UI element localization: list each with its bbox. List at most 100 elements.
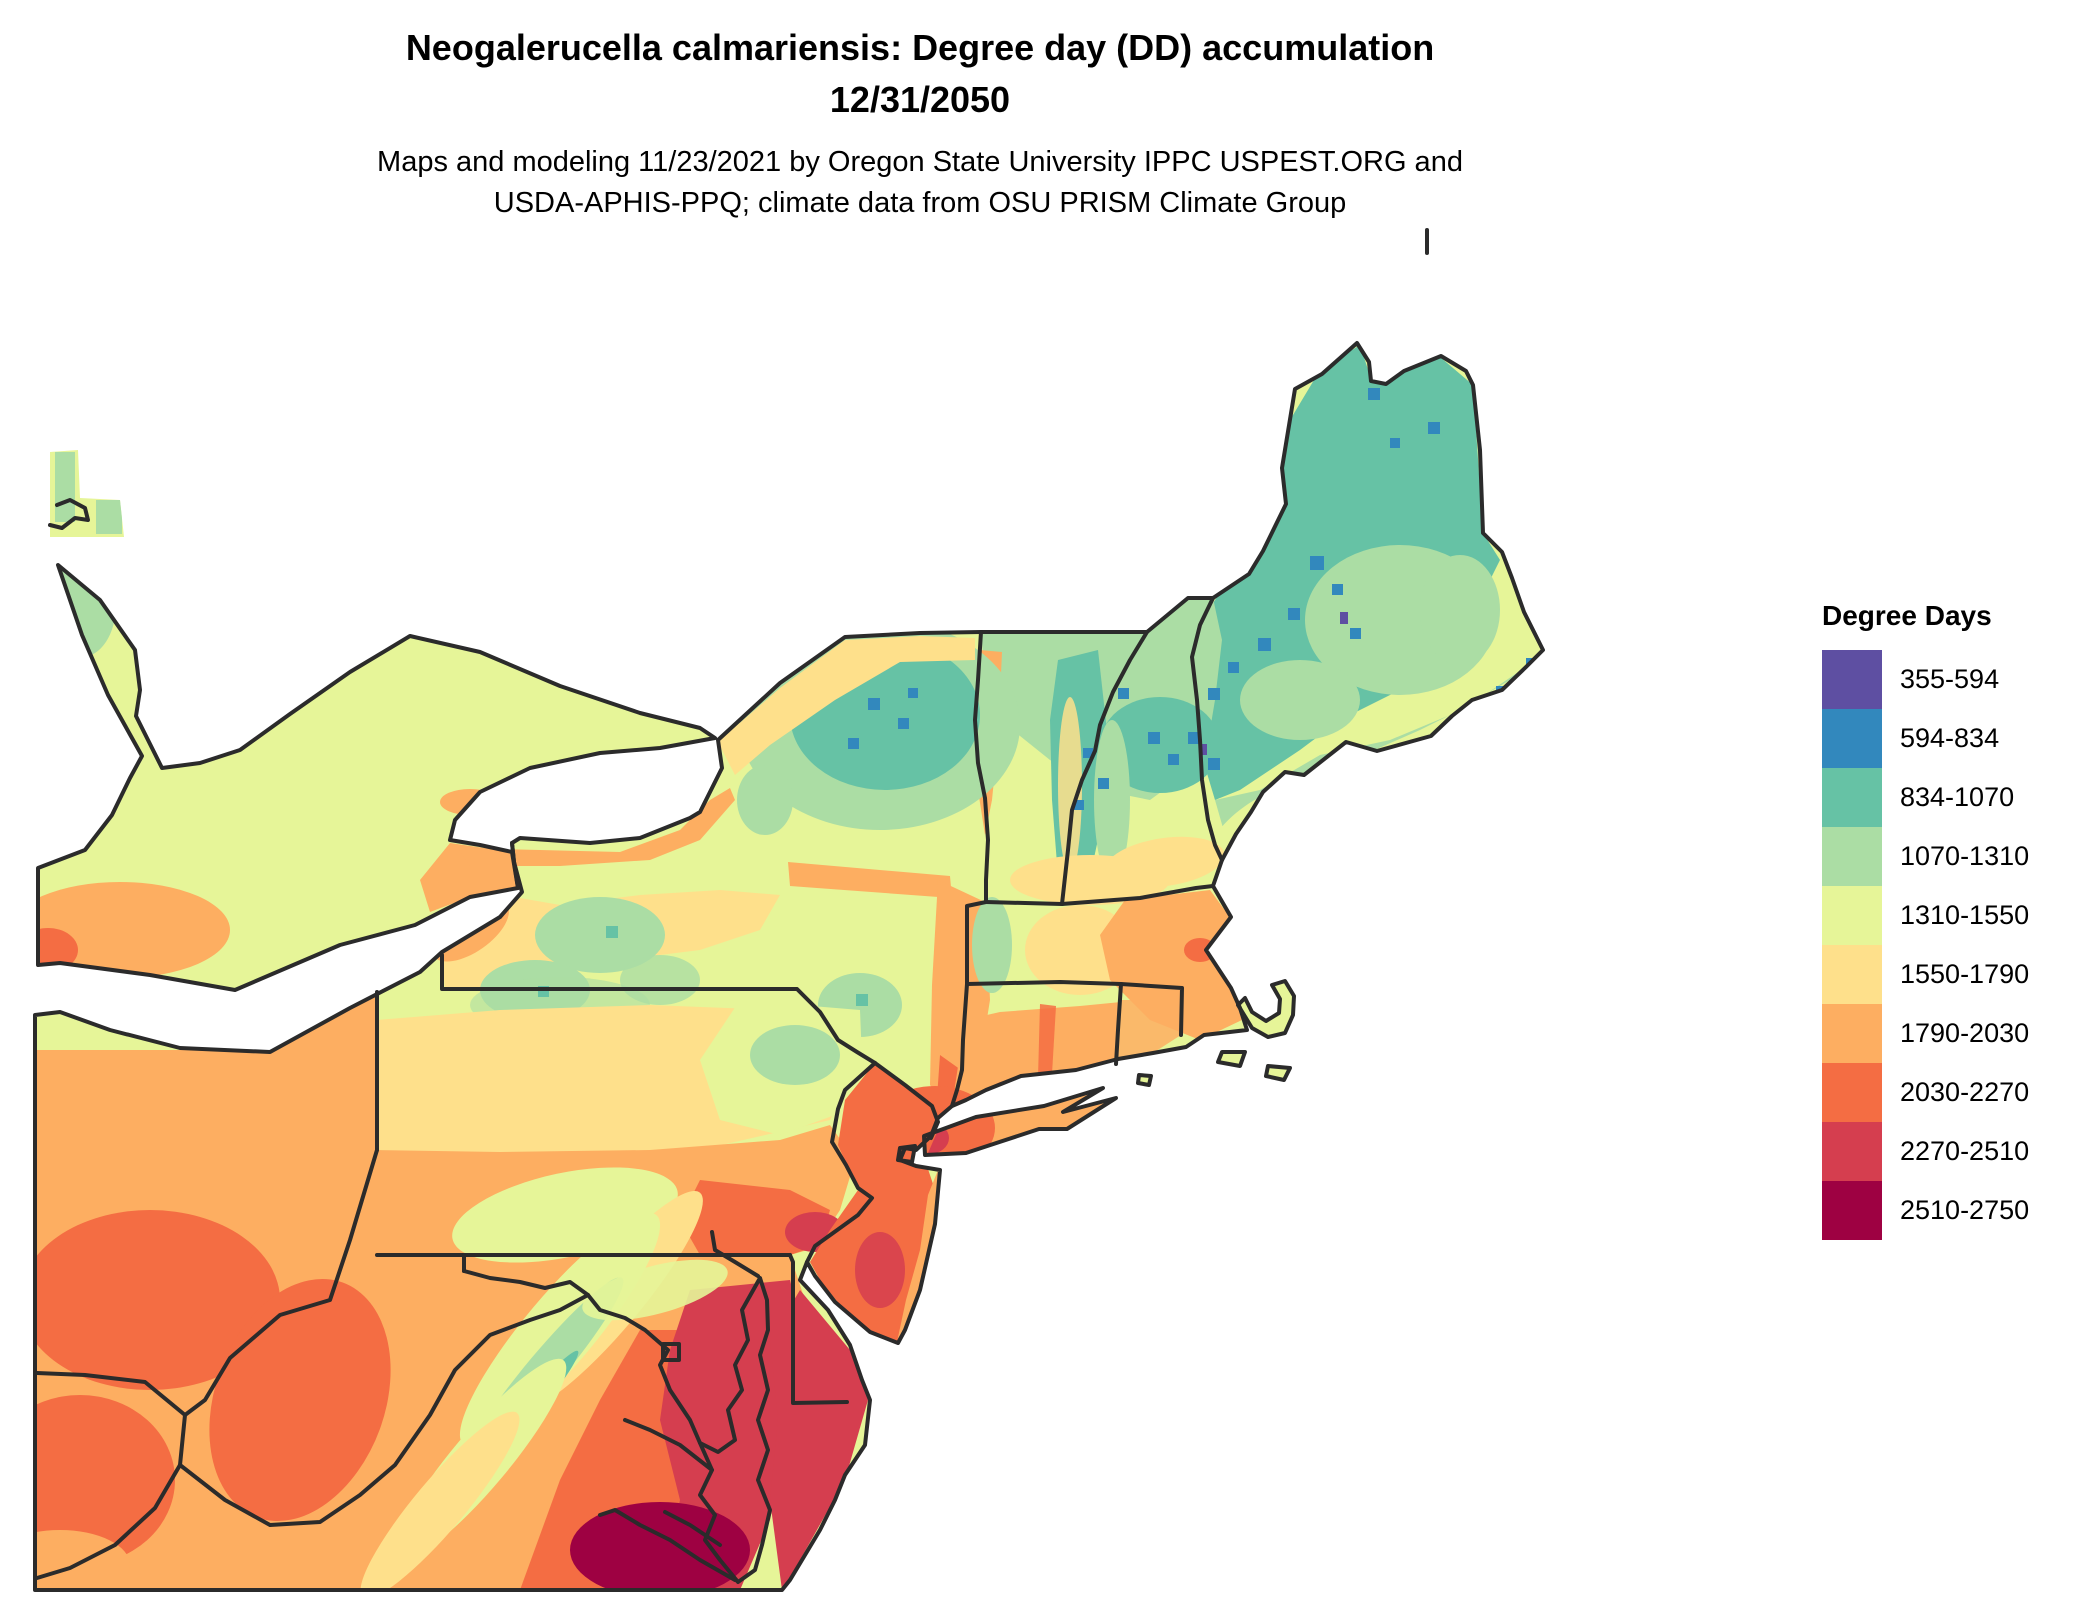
legend-swatch-2510-2750: [1822, 1181, 1882, 1240]
zone-wv-red: [209, 1278, 391, 1522]
legend-row: 355-594: [1822, 650, 2082, 709]
legend-row: 2030-2270: [1822, 1063, 2082, 1122]
coastline-cape-cod: [1236, 979, 1296, 1039]
border-delaware: [788, 1253, 849, 1405]
legend-row: 834-1070: [1822, 768, 2082, 827]
legend-row: 2510-2750: [1822, 1181, 2082, 1240]
zone-ct-valley-red: [1038, 1004, 1056, 1078]
legend-swatch-1790-2030: [1822, 1004, 1882, 1063]
coastline-marthas-vineyard: [1216, 1050, 1247, 1068]
legend-label: 2270-2510: [1900, 1136, 2030, 1166]
zone-sudbury-green: [55, 452, 122, 534]
state-borders: [35, 228, 1429, 1580]
title-block: Neogalerucella calmariensis: Degree day …: [0, 22, 1840, 224]
york-river: [663, 1510, 722, 1547]
legend-row: 2270-2510: [1822, 1122, 2082, 1181]
ridge-stripe-yellow-2: [360, 1411, 520, 1590]
legend-swatch-594-834: [1822, 709, 1882, 768]
zone-windsor-red: [35, 928, 78, 972]
zone-ohio-red: [35, 1210, 280, 1390]
coastline-long-island: [922, 1086, 1118, 1157]
legend-label: 2510-2750: [1900, 1195, 2030, 1225]
zone-maine-lightgreen-3: [1420, 555, 1500, 665]
zone-south-nj-crimson: [855, 1232, 905, 1308]
zone-poconos-lightgreen: [750, 1025, 840, 1085]
border-north-bay-squiggle: [48, 498, 90, 530]
chesapeake-bay-outline: [698, 1276, 772, 1584]
border-wv-va: [178, 1293, 590, 1527]
zone-st-lawrence-yellow: [718, 636, 975, 775]
zone-nj-coast-orange: [897, 1170, 938, 1342]
legend-swatch-355-594: [1822, 650, 1882, 709]
coastlines: [33, 341, 1545, 1592]
legend-swatch-1310-1550: [1822, 886, 1882, 945]
coastline-block-island: [1136, 1073, 1153, 1087]
border-ny-pa: [440, 953, 877, 1065]
legend-swatch-834-1070: [1822, 768, 1882, 827]
border-nh-ma: [1060, 884, 1215, 906]
border-ny-ma: [965, 900, 988, 986]
water-outlines: [598, 1230, 772, 1584]
legend-label: 594-834: [1900, 723, 2000, 753]
legend-row: 594-834: [1822, 709, 2082, 768]
zone-maine-coast-lightgreen: [1215, 650, 1543, 835]
zone-maine-lightgreen-2: [1240, 660, 1360, 740]
border-ny-ct: [950, 982, 969, 1108]
zone-nj-red: [810, 1063, 938, 1343]
legend-title: Degree Days: [1822, 600, 1992, 631]
coastline-nantucket: [1264, 1064, 1292, 1082]
james-river: [598, 1508, 737, 1582]
zone-md-piedmont-yellowgreen: [582, 1259, 728, 1321]
border-ct-ri: [1114, 982, 1123, 1066]
border-ohio-river: [35, 1148, 379, 1417]
coastline-us-mainland: [33, 341, 1545, 1592]
map-subtitle: Maps and modeling 11/23/2021 by Oregon S…: [0, 142, 1840, 224]
border-vt-nh-connecticut-river: [1060, 630, 1149, 906]
map-title-line1: Neogalerucella calmariensis: Degree day …: [405, 27, 1435, 68]
border-ny-nj: [873, 1061, 940, 1140]
zone-ct-orange: [952, 1002, 1121, 1106]
legend-label: 355-594: [1900, 664, 2000, 694]
zone-green-mountains-fringe: [1094, 720, 1130, 880]
zone-ky-red: [35, 1395, 175, 1565]
legend-row: 1550-1790: [1822, 945, 2082, 1004]
rappahannock-river: [623, 1418, 714, 1472]
legend-row: 1070-1310: [1822, 827, 2082, 886]
legend-label: 1310-1550: [1900, 900, 2030, 930]
zone-white-mountains-teal: [1100, 697, 1220, 793]
border-vt-ma: [984, 900, 1064, 906]
legend-label: 2030-2270: [1900, 1077, 2030, 1107]
zone-ct-river-valley-yellow: [1058, 697, 1082, 873]
legend: Degree Days 355-594 594-834 834-1070 107…: [1822, 600, 2082, 1240]
legend-swatch-1070-1310: [1822, 827, 1882, 886]
zone-mohawk-orange: [788, 862, 952, 898]
zone-berkshires-lightgreen: [972, 897, 1012, 993]
map-title-line2: 12/31/2050: [829, 79, 1011, 120]
legend-swatch-1550-1790: [1822, 945, 1882, 1004]
border-wv-ky-va: [35, 1413, 187, 1580]
coastline-ontario: [36, 563, 717, 992]
legend-swatch-2270-2510: [1822, 1122, 1882, 1181]
legend-label: 1070-1310: [1900, 841, 2030, 871]
zone-ri-orange: [1118, 1000, 1181, 1059]
zone-delmarva-crimson: [770, 1290, 868, 1590]
border-dc-square: [661, 1342, 681, 1362]
legend-label: 834-1070: [1900, 782, 2015, 812]
susquehanna-river: [710, 1230, 760, 1278]
legend-row: 1310-1550: [1822, 886, 2082, 945]
map-subtitle-line2: USDA-APHIS-PPQ; climate data from OSU PR…: [493, 187, 1347, 219]
zone-ontario-shore-orange: [458, 788, 735, 866]
legend-swatch-2030-2270: [1822, 1063, 1882, 1122]
zone-tug-hill-lightgreen: [737, 765, 793, 835]
zone-ky-corner-orange: [35, 1530, 130, 1590]
coastline-staten-island: [896, 1144, 917, 1164]
zone-finger-lakes-lightgreen: [535, 897, 665, 973]
border-nj-pa-delaware-river: [805, 1061, 877, 1264]
border-niagara-river: [510, 841, 520, 890]
border-potomac-river: [462, 1269, 702, 1445]
zone-se-va-maroon: [570, 1502, 750, 1590]
zone-south-nh-yellow: [1105, 836, 1225, 888]
legend-row: 1790-2030: [1822, 1004, 2082, 1063]
